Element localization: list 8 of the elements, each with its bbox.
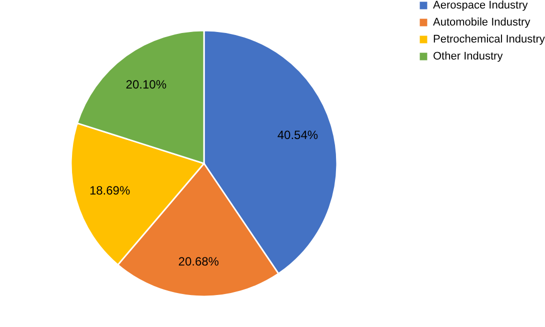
data-label: 18.69% (89, 184, 130, 198)
legend-label: Other Industry (433, 50, 504, 62)
legend-label: Petrochemical Industry (433, 34, 545, 46)
legend-label: Aerospace Industry (433, 0, 528, 12)
data-label: 20.68% (178, 254, 220, 268)
data-label: 20.10% (126, 77, 167, 92)
legend-label: Automobile Industry (433, 16, 531, 28)
data-label: 40.54% (277, 128, 318, 142)
